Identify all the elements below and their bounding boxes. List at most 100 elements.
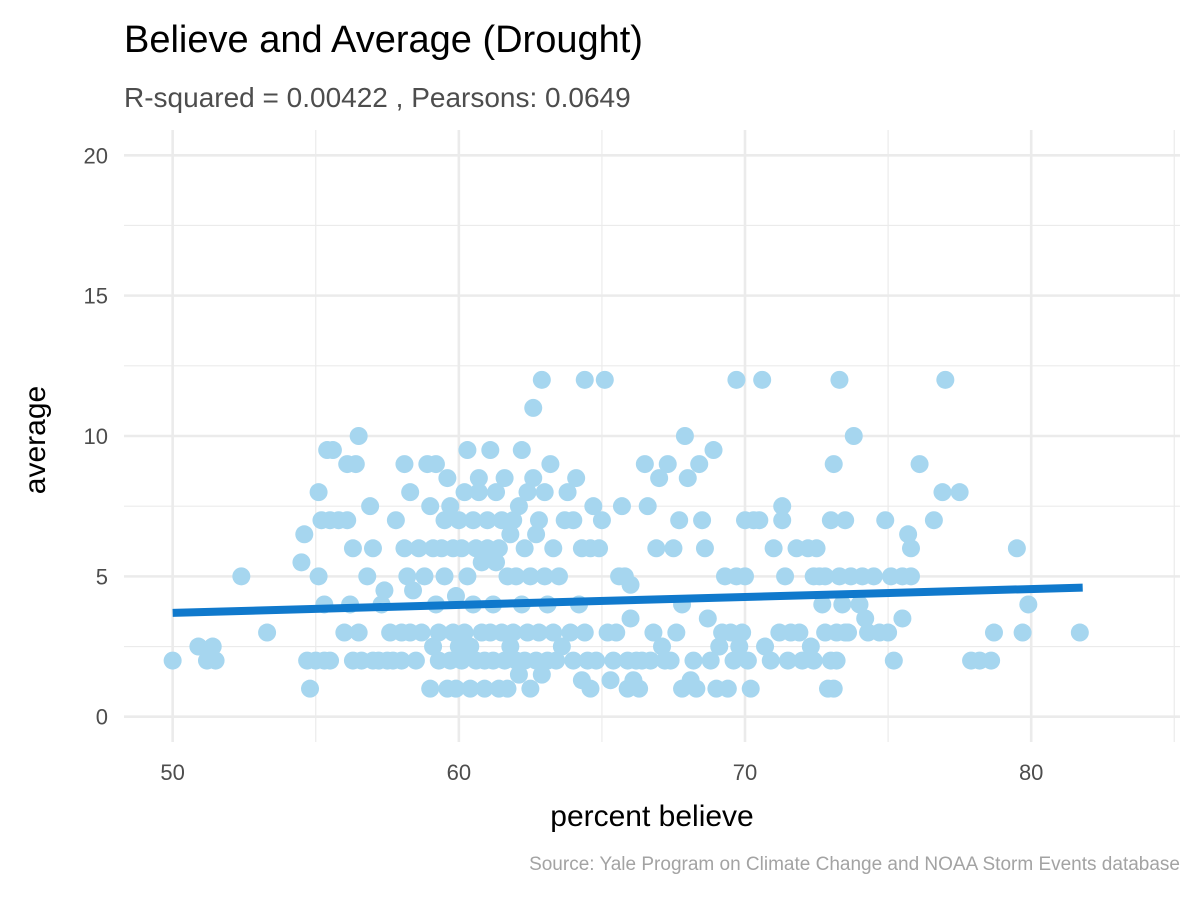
data-point	[581, 679, 600, 698]
data-point	[587, 651, 606, 670]
data-point	[1019, 595, 1038, 614]
data-point	[535, 483, 554, 502]
chart-subtitle: R-squared = 0.00422 , Pearsons: 0.0649	[124, 82, 631, 113]
data-point	[658, 455, 677, 474]
data-point	[790, 623, 809, 642]
trend-line	[172, 583, 1083, 617]
data-point	[824, 455, 843, 474]
data-point	[343, 539, 362, 558]
data-point	[773, 497, 792, 516]
y-axis-ticks: 0 5 10 15 20	[84, 143, 108, 729]
data-point	[481, 441, 500, 460]
y-tick-label: 0	[96, 705, 108, 730]
data-point	[424, 637, 443, 656]
data-point	[535, 567, 554, 586]
data-point	[544, 623, 563, 642]
data-point	[509, 497, 528, 516]
data-point	[392, 651, 411, 670]
data-point	[638, 497, 657, 516]
data-point	[441, 497, 460, 516]
data-point	[727, 370, 746, 389]
y-tick-label: 15	[84, 284, 108, 309]
data-point	[189, 637, 208, 656]
data-point	[395, 455, 414, 474]
data-point	[495, 469, 514, 488]
data-point	[435, 511, 454, 530]
data-point	[429, 623, 448, 642]
data-point	[701, 651, 720, 670]
data-point	[899, 525, 918, 544]
data-point	[461, 637, 480, 656]
data-point	[595, 370, 614, 389]
data-point	[501, 525, 520, 544]
data-point	[724, 651, 743, 670]
data-point	[653, 637, 672, 656]
data-point	[544, 539, 563, 558]
data-point	[455, 623, 474, 642]
data-point	[664, 539, 683, 558]
data-point	[601, 671, 620, 690]
data-point	[590, 539, 609, 558]
data-point	[203, 637, 222, 656]
data-point	[564, 511, 583, 530]
data-point	[529, 511, 548, 530]
data-point	[335, 623, 354, 642]
data-point	[409, 539, 428, 558]
data-point	[710, 637, 729, 656]
data-point	[478, 511, 497, 530]
data-point	[386, 511, 405, 530]
data-point	[695, 539, 714, 558]
data-point	[687, 679, 706, 698]
data-point	[358, 567, 377, 586]
data-point	[773, 511, 792, 530]
data-point	[661, 651, 680, 670]
data-point	[487, 483, 506, 502]
data-point	[933, 483, 952, 502]
chart-caption: Source: Yale Program on Climate Change a…	[529, 854, 1180, 875]
data-point	[778, 651, 797, 670]
data-point	[879, 623, 898, 642]
data-point	[435, 567, 454, 586]
data-point	[438, 469, 457, 488]
data-point	[521, 567, 540, 586]
data-point	[1070, 623, 1089, 642]
data-point	[936, 370, 955, 389]
data-point	[621, 575, 640, 594]
data-point	[827, 651, 846, 670]
data-point	[850, 595, 869, 614]
data-point	[561, 623, 580, 642]
data-point	[924, 511, 943, 530]
data-point	[884, 651, 903, 670]
data-point	[404, 581, 423, 600]
data-point	[607, 623, 626, 642]
data-point	[487, 553, 506, 572]
data-point	[489, 539, 508, 558]
data-point	[776, 567, 795, 586]
data-point	[515, 539, 534, 558]
y-axis-title: average	[19, 386, 52, 494]
data-point	[524, 469, 543, 488]
data-point	[753, 370, 772, 389]
data-point	[452, 539, 471, 558]
grid	[124, 130, 1180, 742]
data-point	[816, 567, 835, 586]
data-point	[232, 567, 251, 586]
data-point	[736, 567, 755, 586]
data-point	[421, 497, 440, 516]
data-point	[575, 623, 594, 642]
data-point	[650, 469, 669, 488]
data-point	[675, 427, 694, 445]
data-point	[475, 679, 494, 698]
x-tick-label: 50	[160, 760, 184, 785]
data-point	[982, 651, 1001, 670]
data-point	[507, 567, 526, 586]
data-point	[833, 595, 852, 614]
data-point	[455, 483, 474, 502]
data-point	[693, 511, 712, 530]
x-axis-ticks: 50 60 70 80	[160, 760, 1043, 785]
data-point	[452, 651, 471, 670]
data-point	[738, 651, 757, 670]
data-point	[295, 525, 314, 544]
data-point	[552, 637, 571, 656]
data-point	[321, 651, 340, 670]
